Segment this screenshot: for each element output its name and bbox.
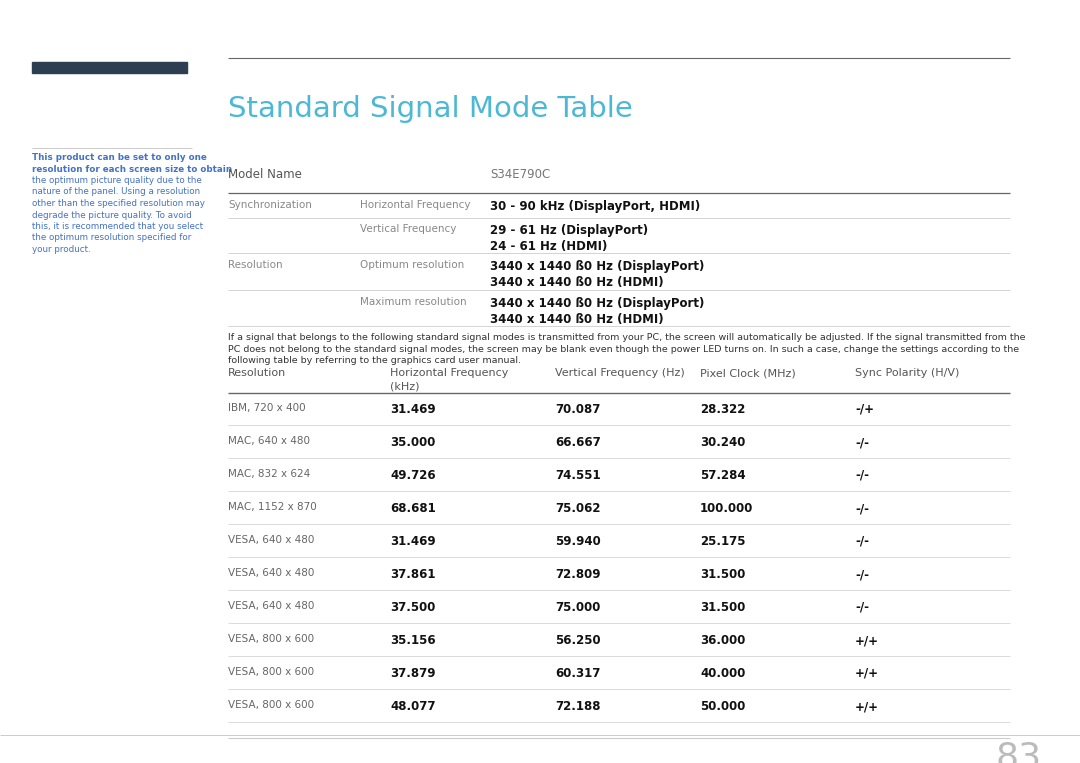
Text: 57.284: 57.284 [700, 469, 745, 482]
Text: S34E790C: S34E790C [490, 168, 550, 181]
Text: 30 - 90 kHz (DisplayPort, HDMI): 30 - 90 kHz (DisplayPort, HDMI) [490, 200, 700, 213]
Text: other than the specified resolution may: other than the specified resolution may [32, 199, 205, 208]
Text: 75.062: 75.062 [555, 502, 600, 515]
Text: resolution for each screen size to obtain: resolution for each screen size to obtai… [32, 165, 232, 173]
Text: VESA, 800 x 600: VESA, 800 x 600 [228, 667, 314, 677]
Text: degrade the picture quality. To avoid: degrade the picture quality. To avoid [32, 211, 192, 220]
Text: Standard Signal Mode Table: Standard Signal Mode Table [228, 95, 633, 123]
Text: following table by referring to the graphics card user manual.: following table by referring to the grap… [228, 356, 521, 365]
Text: your product.: your product. [32, 245, 91, 254]
Text: Synchronization: Synchronization [228, 200, 312, 210]
Text: Resolution: Resolution [228, 260, 283, 270]
Text: 48.077: 48.077 [390, 700, 435, 713]
Text: 68.681: 68.681 [390, 502, 435, 515]
Text: VESA, 640 x 480: VESA, 640 x 480 [228, 568, 314, 578]
Text: PC does not belong to the standard signal modes, the screen may be blank even th: PC does not belong to the standard signa… [228, 345, 1020, 353]
Text: 31.469: 31.469 [390, 535, 435, 548]
Text: 31.500: 31.500 [700, 568, 745, 581]
Text: -/+: -/+ [855, 403, 874, 416]
Text: 74.551: 74.551 [555, 469, 600, 482]
Text: VESA, 800 x 600: VESA, 800 x 600 [228, 700, 314, 710]
Text: 30.240: 30.240 [700, 436, 745, 449]
Bar [32, 62, 187, 73]
Text: 37.861: 37.861 [390, 568, 435, 581]
Text: Vertical Frequency: Vertical Frequency [360, 224, 457, 234]
Text: Horizontal Frequency: Horizontal Frequency [360, 200, 471, 210]
Text: 3440 x 1440 ß0 Hz (DisplayPort): 3440 x 1440 ß0 Hz (DisplayPort) [490, 297, 704, 310]
Text: +/+: +/+ [855, 700, 879, 713]
Text: 25.175: 25.175 [700, 535, 745, 548]
Text: -/-: -/- [855, 601, 869, 614]
Text: 56.250: 56.250 [555, 634, 600, 647]
Text: 100.000: 100.000 [700, 502, 754, 515]
Text: nature of the panel. Using a resolution: nature of the panel. Using a resolution [32, 188, 200, 197]
Text: Optimum resolution: Optimum resolution [360, 260, 464, 270]
Text: MAC, 640 x 480: MAC, 640 x 480 [228, 436, 310, 446]
Text: 31.500: 31.500 [700, 601, 745, 614]
Text: 75.000: 75.000 [555, 601, 600, 614]
Text: -/-: -/- [855, 436, 869, 449]
Text: 60.317: 60.317 [555, 667, 600, 680]
Text: 49.726: 49.726 [390, 469, 435, 482]
Text: 37.879: 37.879 [390, 667, 435, 680]
Text: MAC, 1152 x 870: MAC, 1152 x 870 [228, 502, 316, 512]
Text: -/-: -/- [855, 502, 869, 515]
Text: +/+: +/+ [855, 634, 879, 647]
Text: VESA, 640 x 480: VESA, 640 x 480 [228, 535, 314, 545]
Text: 36.000: 36.000 [700, 634, 745, 647]
Text: 83: 83 [996, 740, 1042, 763]
Text: Resolution: Resolution [228, 368, 286, 378]
Text: 28.322: 28.322 [700, 403, 745, 416]
Text: 3440 x 1440 ß0 Hz (HDMI): 3440 x 1440 ß0 Hz (HDMI) [490, 276, 663, 289]
Text: -/-: -/- [855, 469, 869, 482]
Text: 72.809: 72.809 [555, 568, 600, 581]
Text: the optimum resolution specified for: the optimum resolution specified for [32, 233, 191, 243]
Text: IBM, 720 x 400: IBM, 720 x 400 [228, 403, 306, 413]
Text: 35.156: 35.156 [390, 634, 435, 647]
Text: 66.667: 66.667 [555, 436, 600, 449]
Text: If a signal that belongs to the following standard signal modes is transmitted f: If a signal that belongs to the followin… [228, 333, 1026, 342]
Text: 35.000: 35.000 [390, 436, 435, 449]
Text: Sync Polarity (H/V): Sync Polarity (H/V) [855, 368, 959, 378]
Text: VESA, 800 x 600: VESA, 800 x 600 [228, 634, 314, 644]
Text: 3440 x 1440 ß0 Hz (HDMI): 3440 x 1440 ß0 Hz (HDMI) [490, 313, 663, 326]
Text: -/-: -/- [855, 568, 869, 581]
Text: 50.000: 50.000 [700, 700, 745, 713]
Text: Vertical Frequency (Hz): Vertical Frequency (Hz) [555, 368, 685, 378]
Text: 24 - 61 Hz (HDMI): 24 - 61 Hz (HDMI) [490, 240, 607, 253]
Text: Horizontal Frequency
(kHz): Horizontal Frequency (kHz) [390, 368, 509, 391]
Text: 40.000: 40.000 [700, 667, 745, 680]
Text: +/+: +/+ [855, 667, 879, 680]
Text: 70.087: 70.087 [555, 403, 600, 416]
Text: the optimum picture quality due to the: the optimum picture quality due to the [32, 176, 202, 185]
Text: Pixel Clock (MHz): Pixel Clock (MHz) [700, 368, 796, 378]
Text: 59.940: 59.940 [555, 535, 600, 548]
Text: 72.188: 72.188 [555, 700, 600, 713]
Text: this, it is recommended that you select: this, it is recommended that you select [32, 222, 203, 231]
Text: 37.500: 37.500 [390, 601, 435, 614]
Text: 31.469: 31.469 [390, 403, 435, 416]
Text: 3440 x 1440 ß0 Hz (DisplayPort): 3440 x 1440 ß0 Hz (DisplayPort) [490, 260, 704, 273]
Text: 29 - 61 Hz (DisplayPort): 29 - 61 Hz (DisplayPort) [490, 224, 648, 237]
Text: -/-: -/- [855, 535, 869, 548]
Text: Model Name: Model Name [228, 168, 302, 181]
Text: Maximum resolution: Maximum resolution [360, 297, 467, 307]
Text: This product can be set to only one: This product can be set to only one [32, 153, 206, 162]
Text: MAC, 832 x 624: MAC, 832 x 624 [228, 469, 310, 479]
Text: VESA, 640 x 480: VESA, 640 x 480 [228, 601, 314, 611]
